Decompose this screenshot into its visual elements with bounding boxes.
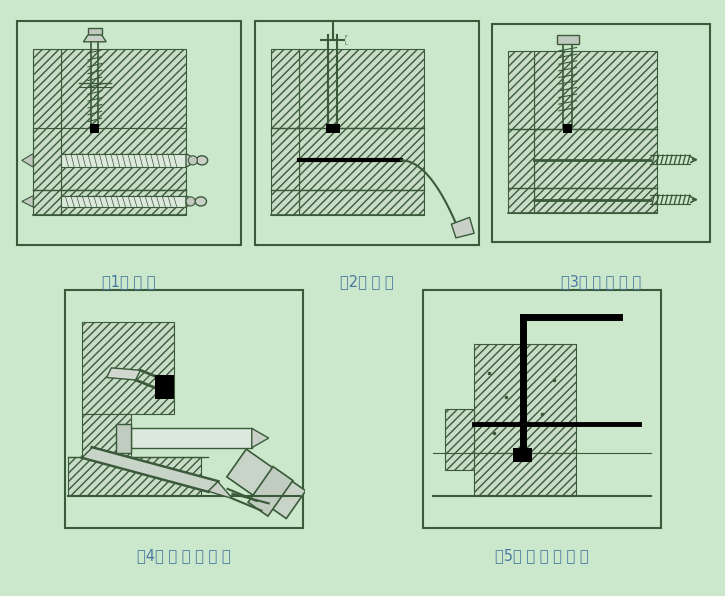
Bar	[90, 124, 99, 133]
Text: （5） 插 入 连 接 件: （5） 插 入 连 接 件	[495, 548, 589, 563]
Bar	[33, 49, 61, 140]
Bar	[68, 457, 201, 496]
Polygon shape	[186, 154, 197, 167]
Bar	[299, 190, 424, 215]
Polygon shape	[83, 35, 106, 42]
Bar	[299, 129, 424, 190]
Ellipse shape	[195, 197, 207, 206]
Bar	[445, 409, 474, 470]
Polygon shape	[22, 154, 33, 167]
Text: （4） 注 入 胶 粘 剂: （4） 注 入 胶 粘 剂	[137, 548, 231, 563]
Bar	[534, 188, 657, 213]
Bar	[61, 190, 186, 215]
Polygon shape	[22, 195, 33, 207]
Bar	[116, 424, 130, 452]
FancyBboxPatch shape	[227, 449, 306, 519]
Polygon shape	[252, 429, 269, 448]
Ellipse shape	[186, 197, 195, 206]
Polygon shape	[208, 482, 233, 498]
Bar	[513, 448, 532, 462]
FancyBboxPatch shape	[248, 467, 293, 516]
Text: （1） 成 孔: （1） 成 孔	[102, 274, 156, 289]
Bar	[534, 129, 657, 188]
Bar	[83, 322, 174, 414]
Bar	[474, 344, 576, 452]
Polygon shape	[88, 28, 102, 35]
Bar	[271, 49, 299, 140]
Text: （2） 清 孔: （2） 清 孔	[340, 274, 394, 289]
Polygon shape	[186, 195, 195, 207]
Bar	[507, 129, 534, 213]
Polygon shape	[452, 218, 474, 238]
Bar	[83, 414, 130, 457]
Bar	[563, 124, 572, 133]
Bar	[507, 51, 534, 139]
Bar	[271, 129, 299, 215]
Bar	[474, 452, 576, 496]
Text: （3） 丙 酮 清 洗: （3） 丙 酮 清 洗	[561, 274, 641, 289]
Polygon shape	[107, 368, 141, 380]
Bar	[299, 49, 424, 129]
Bar	[326, 124, 339, 133]
Bar	[33, 129, 61, 215]
Ellipse shape	[188, 156, 197, 165]
Bar	[61, 154, 186, 167]
Bar	[155, 375, 174, 399]
Bar	[557, 35, 579, 44]
Bar	[61, 49, 186, 129]
Bar	[130, 429, 252, 448]
Bar	[61, 129, 186, 190]
Bar	[534, 51, 657, 129]
Bar	[61, 195, 186, 207]
Text: F
L: F L	[344, 35, 347, 46]
Polygon shape	[83, 448, 218, 491]
Ellipse shape	[196, 156, 207, 165]
